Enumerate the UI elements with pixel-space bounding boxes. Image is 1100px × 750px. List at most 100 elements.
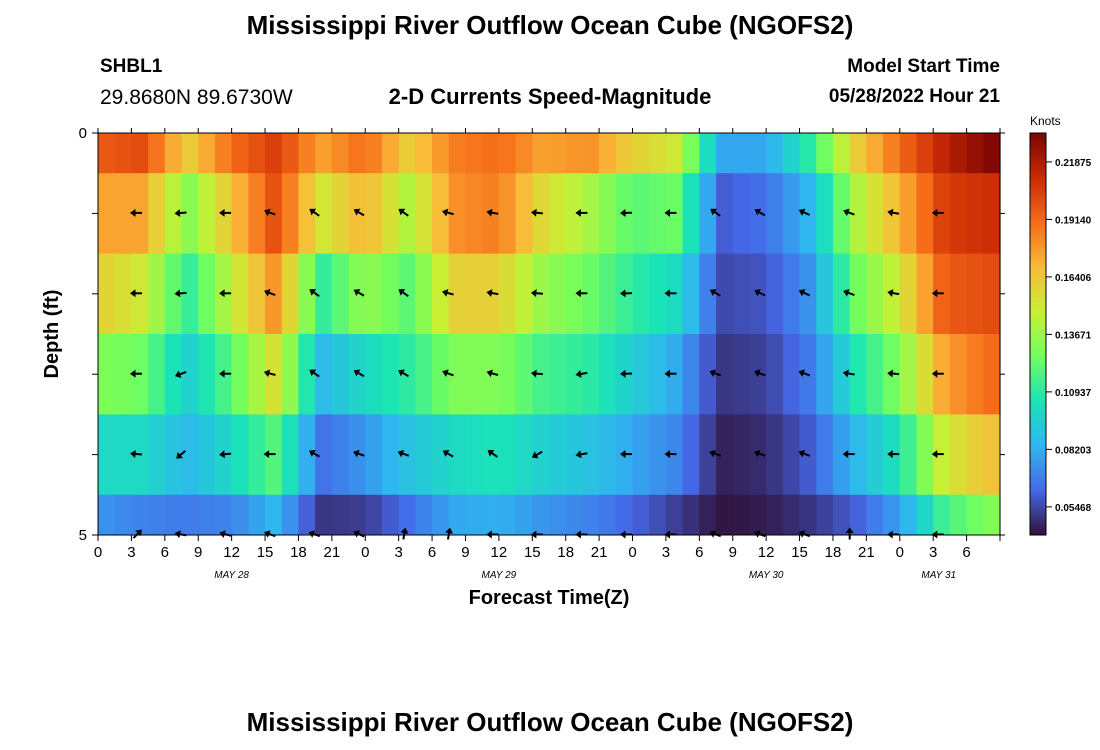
current-vector [309, 208, 320, 217]
heatmap-cell [766, 414, 784, 496]
heatmap-cell [966, 414, 984, 496]
current-vector [309, 449, 320, 458]
heatmap-cell [732, 414, 751, 496]
current-vector [264, 208, 276, 217]
current-vector [531, 450, 543, 459]
heatmap-cell [649, 253, 667, 335]
heatmap-cell [949, 334, 968, 415]
heatmap-cell [498, 334, 517, 415]
heatmap-cell [599, 414, 617, 496]
heatmap-cell [148, 494, 166, 536]
heatmap-cell [699, 133, 717, 174]
heatmap-cell [682, 133, 700, 174]
x-tick-label: 21 [324, 544, 341, 561]
heatmap-cell [164, 173, 183, 254]
heatmap-cell [849, 414, 867, 496]
heatmap-cell [415, 253, 433, 335]
heatmap-cell [181, 253, 199, 335]
heatmap-cell [482, 133, 500, 174]
heatmap-cell [716, 414, 734, 496]
heatmap-cell [549, 173, 567, 254]
heatmap-cell [214, 133, 233, 174]
x-tick-label: 3 [394, 544, 402, 561]
heatmap-cell [732, 133, 751, 174]
heatmap-cell [899, 414, 918, 496]
heatmap-cell [231, 334, 249, 415]
heatmap-cell [365, 173, 383, 254]
heatmap-cell [148, 253, 166, 335]
heatmap-cell [899, 253, 918, 335]
heatmap-cell [298, 334, 316, 415]
heatmap-cell [799, 494, 817, 536]
heatmap-cell [565, 334, 583, 415]
heatmap-cell [599, 494, 617, 536]
heatmap-cell [281, 414, 300, 496]
current-vector [887, 450, 900, 459]
current-vector [798, 449, 811, 458]
heatmap-cell [682, 494, 700, 536]
heatmap-cell [866, 253, 884, 335]
heatmap-cell [315, 253, 333, 335]
heatmap-cell [148, 334, 166, 415]
heatmap-cell [582, 173, 600, 254]
heatmap-cell [983, 494, 1001, 536]
current-vector [887, 208, 900, 217]
heatmap-cell [916, 494, 934, 536]
current-vector [530, 208, 543, 217]
heatmap-cell [699, 494, 717, 536]
heatmap-cell [198, 133, 216, 174]
heatmap-cell [949, 414, 968, 496]
heatmap-cell [331, 173, 350, 254]
heatmap-cell [649, 173, 667, 254]
current-vector [174, 370, 187, 378]
heatmap-cell [899, 133, 918, 174]
heatmap-cell [983, 253, 1001, 335]
current-vector [931, 208, 944, 217]
heatmap-cell [849, 173, 867, 254]
heatmap-cell [482, 494, 500, 536]
heatmap-cell [966, 173, 984, 254]
heatmap-cell [281, 494, 300, 536]
heatmap-cell [198, 253, 216, 335]
heatmap-cell [198, 334, 216, 415]
heatmap-cell [331, 334, 350, 415]
colorbar-tick-label: 0.08203 [1055, 445, 1092, 456]
current-vector [442, 208, 454, 217]
heatmap-cell [465, 414, 483, 496]
heatmap-cell [799, 133, 817, 174]
current-vector [575, 208, 588, 217]
heatmap-cell [181, 173, 199, 254]
heatmap-cell [599, 173, 617, 254]
current-vector [263, 450, 276, 459]
current-vector [931, 450, 944, 459]
heatmap-cell [114, 494, 132, 536]
heatmap-cell [415, 414, 433, 496]
heatmap-cell [465, 173, 483, 254]
heatmap-cell [732, 173, 751, 254]
current-vector [130, 449, 143, 458]
heatmap-cell [231, 414, 249, 496]
x-tick-label: 21 [591, 544, 608, 561]
heatmap-cell [415, 494, 433, 536]
heatmap-cell [432, 494, 450, 536]
x-tick-label: 12 [491, 544, 508, 561]
current-vector [842, 450, 855, 459]
current-vector [398, 369, 410, 378]
heatmap-cell [164, 334, 183, 415]
heatmap-cell [281, 253, 300, 335]
heatmap-cell [114, 133, 132, 174]
heatmap-cell [248, 253, 266, 335]
heatmap-cell [432, 133, 450, 174]
heatmap-chart: 0 3 6 9 12 15 18 21 0 3 6 9 12 15 18 21 0 3 6 9 12 15 18 21 0 3 6M… [41, 114, 1092, 609]
heatmap-cell [365, 414, 383, 496]
heatmap-cell [98, 253, 116, 335]
heatmap-cell [381, 253, 400, 335]
heatmap-cell [298, 173, 316, 254]
heatmap-cell [315, 334, 333, 415]
colorbar-gradient [1029, 132, 1047, 536]
date-label: MAY 29 [482, 570, 517, 581]
current-vector [530, 369, 543, 378]
heatmap-cell [832, 334, 851, 415]
colorbar-tick-label: 0.19140 [1055, 215, 1092, 226]
heatmap-cell [532, 494, 550, 536]
